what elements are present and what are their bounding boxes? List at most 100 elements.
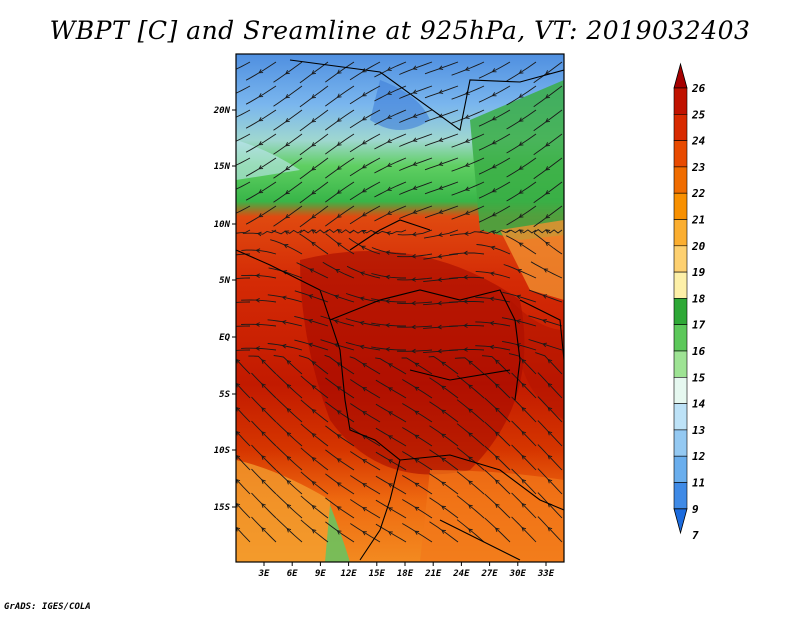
- streamline: [456, 519, 485, 543]
- streamline: [402, 403, 433, 423]
- streamline-arrow: [385, 250, 391, 255]
- streamline: [236, 277, 251, 280]
- streamline: [299, 181, 329, 204]
- streamline-arrow: [362, 531, 367, 536]
- streamline: [236, 430, 251, 447]
- streamline-arrow: [494, 431, 500, 437]
- streamline-arrow: [311, 142, 316, 147]
- colorbar-swatch: [673, 87, 688, 115]
- wbpt-field: [236, 54, 564, 562]
- streamline-arrow: [388, 435, 393, 440]
- streamline-arrow: [256, 231, 262, 237]
- streamline: [401, 357, 433, 375]
- streamline: [424, 205, 459, 219]
- streamline: [511, 468, 537, 495]
- streamline: [402, 379, 433, 399]
- streamline: [299, 233, 329, 255]
- streamline-arrow: [547, 454, 553, 460]
- lon-tick-label: 12E: [340, 569, 357, 579]
- streamline: [456, 447, 485, 471]
- streamline: [325, 181, 355, 203]
- streamline: [484, 397, 511, 423]
- streamline: [501, 317, 537, 327]
- streamline: [236, 61, 251, 70]
- streamline-arrow: [494, 359, 500, 365]
- streamline-arrow: [464, 66, 470, 71]
- streamline: [325, 205, 355, 227]
- streamline: [349, 61, 381, 81]
- colorbar-label: 16: [692, 345, 706, 358]
- streamline: [456, 471, 485, 495]
- streamline-arrow: [386, 162, 392, 167]
- streamline: [350, 379, 381, 399]
- streamline: [296, 262, 329, 279]
- streamline: [511, 396, 537, 423]
- streamline-arrow: [285, 93, 290, 99]
- streamline: [397, 253, 433, 258]
- streamline: [345, 318, 381, 327]
- colorbar-swatch: [673, 429, 688, 457]
- streamline-arrow: [545, 94, 550, 99]
- lon-tick-label: 24E: [452, 569, 470, 579]
- streamline-arrow: [336, 530, 342, 535]
- streamline-arrow: [261, 479, 266, 484]
- streamline: [478, 205, 511, 223]
- streamline-arrow: [285, 165, 290, 171]
- streamline-arrow: [311, 408, 317, 414]
- streamline: [399, 157, 433, 171]
- chart-title: WBPT [C] and Sreamline at 925hPa, VT: 20…: [49, 16, 751, 45]
- streamline: [273, 109, 303, 131]
- streamline: [537, 444, 563, 471]
- streamline: [456, 399, 485, 423]
- streamline-arrow: [414, 386, 420, 391]
- streamline-arrow: [336, 506, 342, 511]
- colorbar-swatch: [673, 114, 688, 141]
- streamline-arrow: [386, 186, 392, 191]
- streamline-arrow: [438, 161, 444, 166]
- streamline-arrow: [468, 360, 473, 365]
- streamline-arrow: [261, 503, 266, 508]
- streamline: [251, 444, 277, 471]
- streamline-arrow: [411, 253, 416, 259]
- streamline-arrow: [283, 244, 289, 249]
- streamline: [251, 420, 277, 447]
- streamline: [448, 325, 485, 327]
- streamline-arrow: [385, 347, 390, 352]
- streamline: [267, 319, 303, 327]
- streamline: [402, 427, 433, 447]
- streamline: [273, 133, 303, 155]
- streamline-arrow: [468, 384, 473, 389]
- streamline-arrow: [311, 456, 317, 462]
- streamline: [346, 265, 381, 279]
- streamline: [275, 517, 303, 543]
- streamline: [429, 425, 459, 447]
- colorbar-swatch: [673, 350, 688, 378]
- streamline: [371, 346, 406, 351]
- streamline-arrow: [437, 254, 443, 259]
- streamline: [537, 492, 563, 519]
- streamline: [267, 343, 303, 351]
- streamline: [349, 181, 381, 201]
- streamline: [236, 325, 251, 327]
- streamline-arrow: [311, 432, 317, 438]
- streamline-arrow: [437, 348, 442, 354]
- streamline: [294, 315, 329, 327]
- streamline-arrow: [441, 457, 446, 462]
- streamline-arrow: [545, 142, 550, 147]
- streamline-arrow: [494, 383, 500, 389]
- streamline: [350, 475, 381, 495]
- streamline: [245, 205, 277, 225]
- streamline: [371, 273, 406, 279]
- streamline-arrow: [311, 166, 316, 171]
- streamline: [236, 157, 251, 166]
- streamline-arrow: [411, 324, 416, 330]
- lon-tick-label: 15E: [369, 569, 386, 579]
- streamline-arrow: [258, 189, 264, 194]
- streamline-arrow: [414, 410, 420, 415]
- streamline-arrow: [359, 271, 365, 276]
- streamline: [236, 382, 251, 399]
- streamline-arrow: [521, 454, 527, 460]
- streamline: [299, 205, 329, 228]
- streamline: [349, 356, 381, 375]
- streamline: [350, 403, 381, 423]
